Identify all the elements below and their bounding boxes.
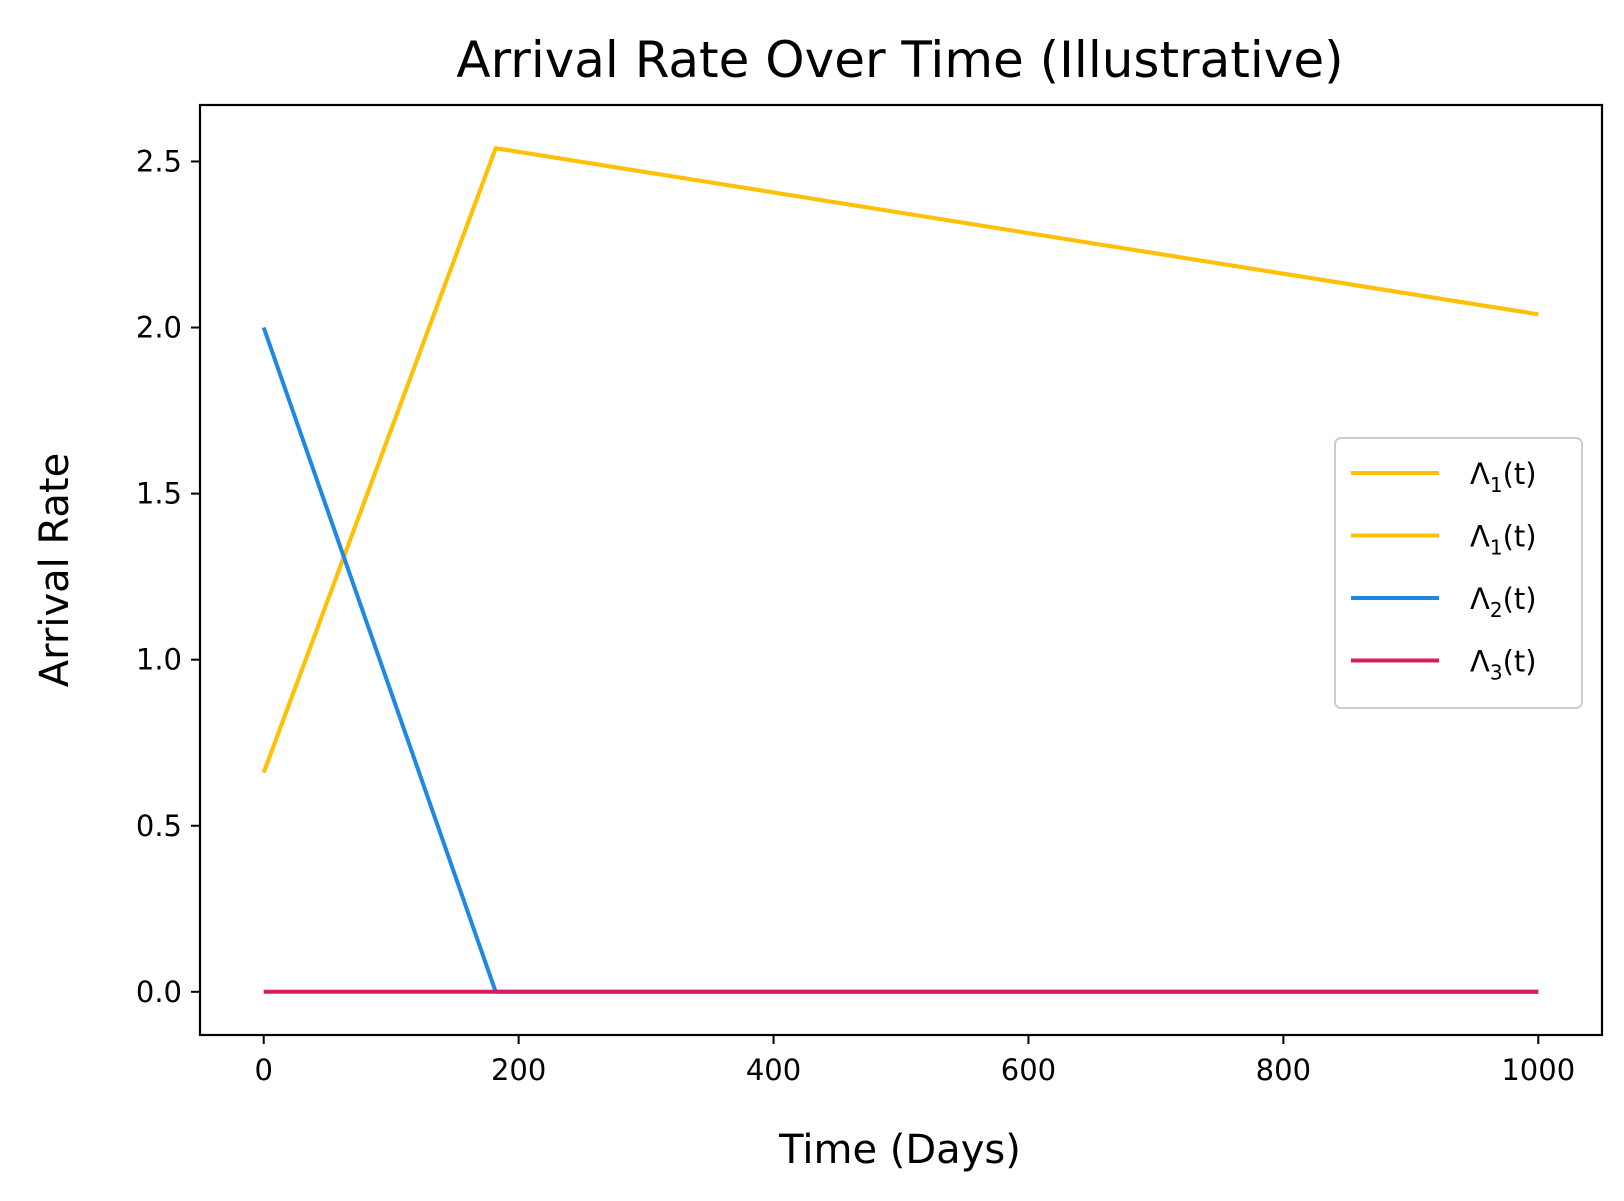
legend-label: Λ2(t) xyxy=(1470,582,1537,622)
y-tick-label: 2.5 xyxy=(136,144,182,178)
x-axis: 0 200 400 600 800 1000 xyxy=(255,1035,1575,1087)
x-tick-label: 1000 xyxy=(1501,1053,1575,1087)
series-line-2 xyxy=(261,146,1539,774)
y-tick-label: 0.0 xyxy=(136,975,182,1009)
y-tick-label: 0.5 xyxy=(136,809,182,843)
x-axis-label: Time (Days) xyxy=(778,1127,1021,1173)
y-axis-label: Arrival Rate xyxy=(32,453,78,687)
chart-title: Arrival Rate Over Time (Illustrative) xyxy=(456,31,1343,89)
y-tick-label: 1.0 xyxy=(136,643,182,677)
y-tick-label: 1.5 xyxy=(136,477,182,511)
y-tick-label: 2.0 xyxy=(136,311,182,345)
x-tick-label: 0 xyxy=(255,1053,273,1087)
x-tick-label: 400 xyxy=(746,1053,801,1087)
legend-label: Λ1(t) xyxy=(1470,520,1537,560)
x-tick-label: 800 xyxy=(1256,1053,1311,1087)
legend: Λ1(t) Λ1(t) Λ2(t) Λ3(t) xyxy=(1334,437,1583,709)
legend-label: Λ1(t) xyxy=(1470,457,1537,497)
legend-label: Λ3(t) xyxy=(1470,645,1537,685)
plot-area xyxy=(261,146,1539,994)
x-tick-label: 600 xyxy=(1001,1053,1056,1087)
y-axis: 0.0 0.5 1.0 1.5 2.0 2.5 xyxy=(136,144,200,1009)
plot-frame xyxy=(198,103,1604,1037)
legend-box xyxy=(1334,437,1583,709)
x-tick-label: 200 xyxy=(491,1053,546,1087)
